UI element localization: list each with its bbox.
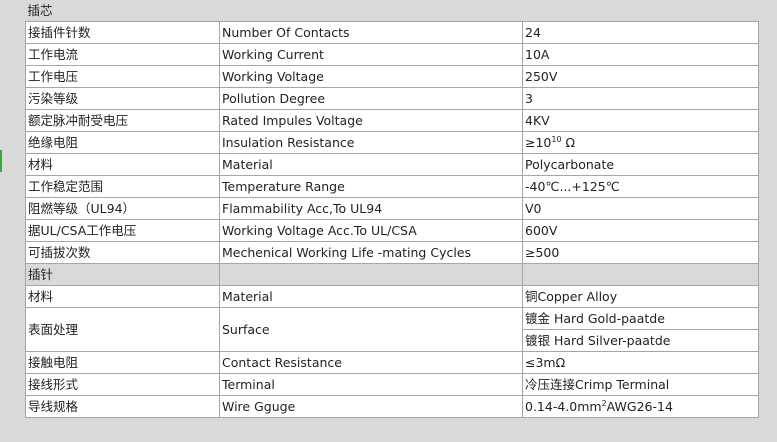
table-row: 接线形式 Terminal 冷压连接Crimp Terminal: [25, 373, 759, 396]
en-label: Working Voltage: [219, 65, 523, 88]
value-cell: 600V: [522, 219, 759, 242]
en-label: Temperature Range: [219, 175, 523, 198]
window-edge-indicator: [0, 150, 2, 172]
table-row: 可插拔次数 Mechenical Working Life -mating Cyc…: [25, 241, 759, 264]
en-label: Rated Impules Voltage: [219, 109, 523, 132]
en-label: Pollution Degree: [219, 87, 523, 110]
en-label: Mechenical Working Life -mating Cycles: [219, 241, 523, 264]
table-row: 据UL/CSA工作电压 Working Voltage Acc.To UL/CSA…: [25, 219, 759, 242]
cn-label: 接线形式: [25, 373, 220, 396]
cn-label: 阻燃等级（UL94）: [25, 197, 220, 220]
value-cell: 10A: [522, 43, 759, 66]
cn-label: 工作稳定范围: [25, 175, 220, 198]
section-header-pin: 插针: [25, 263, 759, 286]
value-cell: 3: [522, 87, 759, 110]
value-cell: 镀银 Hard Silver-paatde: [522, 329, 759, 352]
table-row: 工作电流 Working Current 10A: [25, 43, 759, 66]
value-cell: ≥500: [522, 241, 759, 264]
value-cell: ≤3mΩ: [522, 351, 759, 374]
en-label: Terminal: [219, 373, 523, 396]
table-row: 工作电压 Working Voltage 250V: [25, 65, 759, 88]
en-label: Working Current: [219, 43, 523, 66]
value-cell: 冷压连接Crimp Terminal: [522, 373, 759, 396]
table-row: 绝缘电阻 Insulation Resistance ≥1010 Ω: [25, 131, 759, 154]
cn-label: 材料: [25, 285, 220, 308]
value-cell: 铜Copper Alloy: [522, 285, 759, 308]
section-title: 插针: [25, 263, 220, 286]
cn-label: 表面处理: [25, 307, 220, 352]
value-cell: 4KV: [522, 109, 759, 132]
table-row: 材料 Material 铜Copper Alloy: [25, 285, 759, 308]
en-label: Wire Gguge: [219, 395, 523, 418]
en-label: Surface: [219, 307, 523, 352]
cn-label: 额定脉冲耐受电压: [25, 109, 220, 132]
cn-label: 工作电压: [25, 65, 220, 88]
value-cell: ≥1010 Ω: [522, 131, 759, 154]
en-label: Material: [219, 285, 523, 308]
section-title: 插芯: [25, 0, 220, 22]
value-cell: 24: [522, 21, 759, 44]
table-row: 接插件针数 Number Of Contacts 24: [25, 21, 759, 44]
cn-label: 污染等级: [25, 87, 220, 110]
cn-label: 接触电阻: [25, 351, 220, 374]
cn-label: 绝缘电阻: [25, 131, 220, 154]
table-row: 阻燃等级（UL94） Flammability Acc,To UL94 V0: [25, 197, 759, 220]
table-row: 污染等级 Pollution Degree 3: [25, 87, 759, 110]
cn-label: 接插件针数: [25, 21, 220, 44]
value-cell: 250V: [522, 65, 759, 88]
value-cell: Polycarbonate: [522, 153, 759, 176]
section-header-core: 插芯: [25, 0, 759, 22]
value-cell: 0.14-4.0mm2AWG26-14: [522, 395, 759, 418]
en-label: Insulation Resistance: [219, 131, 523, 154]
en-label: Contact Resistance: [219, 351, 523, 374]
value-cell: V0: [522, 197, 759, 220]
spec-table: 插芯 接插件针数 Number Of Contacts 24 工作电流 Working …: [25, 0, 759, 418]
cn-label: 工作电流: [25, 43, 220, 66]
en-label: Material: [219, 153, 523, 176]
en-label: Flammability Acc,To UL94: [219, 197, 523, 220]
cn-label: 导线规格: [25, 395, 220, 418]
en-label: Working Voltage Acc.To UL/CSA: [219, 219, 523, 242]
table-row: 工作稳定范围 Temperature Range -40℃...+125℃: [25, 175, 759, 198]
table-row: 镀银 Hard Silver-paatde: [26, 329, 759, 352]
cn-label: 材料: [25, 153, 220, 176]
table-row: 接触电阻 Contact Resistance ≤3mΩ: [25, 351, 759, 374]
table-row: 导线规格 Wire Gguge 0.14-4.0mm2AWG26-14: [25, 395, 759, 418]
table-row: 额定脉冲耐受电压 Rated Impules Voltage 4KV: [25, 109, 759, 132]
value-cell: 镀金 Hard Gold-paatde: [522, 307, 759, 330]
en-label: Number Of Contacts: [219, 21, 523, 44]
table-row: 表面处理 Surface 镀金 Hard Gold-paatde: [25, 307, 759, 352]
value-cell: -40℃...+125℃: [522, 175, 759, 198]
cn-label: 据UL/CSA工作电压: [25, 219, 220, 242]
table-row: 材料 Material Polycarbonate: [25, 153, 759, 176]
cn-label: 可插拔次数: [25, 241, 220, 264]
